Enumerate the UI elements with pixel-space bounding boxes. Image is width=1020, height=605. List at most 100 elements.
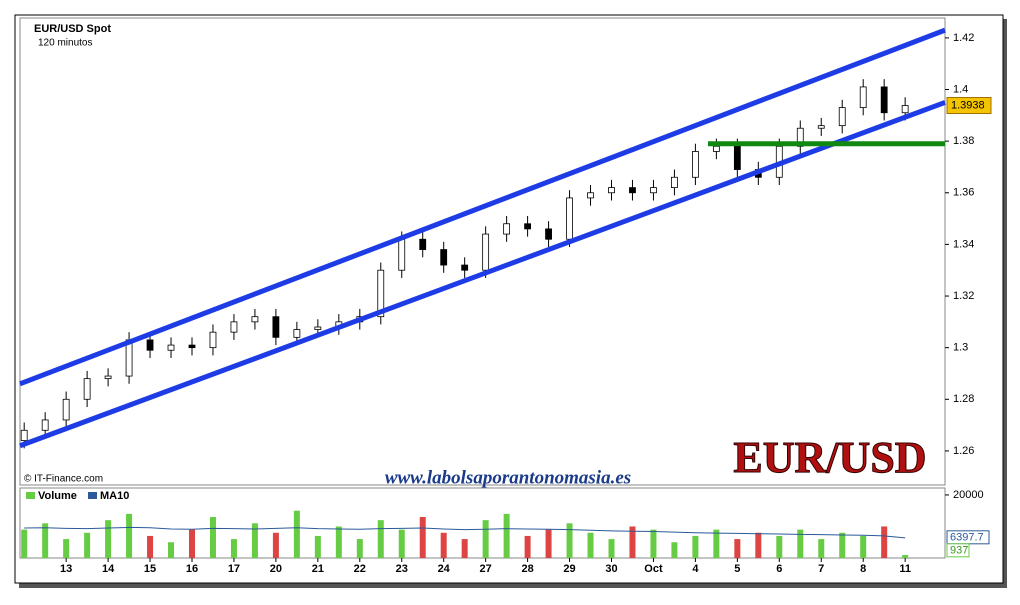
volume-bar — [524, 535, 531, 558]
price-panel — [19, 17, 946, 486]
volume-bar — [461, 539, 468, 558]
candle-body — [650, 187, 657, 194]
candle-body — [398, 238, 406, 271]
volume-bar — [797, 529, 804, 558]
volume-bar — [482, 520, 489, 558]
candle-body — [209, 331, 217, 349]
candle-body — [293, 329, 301, 338]
candle-body — [838, 107, 846, 127]
volume-bar — [126, 513, 133, 558]
x-tick-label: 17 — [228, 563, 240, 575]
x-tick-label: 22 — [354, 563, 366, 575]
legend-label: MA10 — [100, 490, 129, 502]
candle-body — [608, 187, 615, 194]
x-tick-label: 8 — [860, 563, 866, 575]
volume-bar — [84, 532, 91, 558]
legend-swatch — [88, 492, 97, 499]
y-tick-label: 1.4 — [953, 83, 968, 95]
x-tick-label: 14 — [102, 563, 115, 575]
volume-bar — [608, 539, 615, 558]
volume-bar — [230, 539, 237, 558]
y-tick-label: 1.32 — [953, 290, 974, 302]
y-tick-label: 20000 — [953, 489, 984, 501]
candle-body — [691, 151, 699, 178]
candle-body — [419, 238, 427, 250]
volume-bar — [377, 520, 384, 558]
volume-bar — [188, 529, 195, 558]
candle-body — [524, 223, 531, 230]
frame — [14, 14, 1004, 584]
volume-panel — [19, 487, 946, 559]
x-tick-label: Oct — [644, 563, 663, 575]
y-tick-label: 1.36 — [953, 187, 974, 199]
website: www.labolsaporantonomasia.es — [385, 467, 631, 488]
candle-body — [461, 264, 469, 271]
x-tick-label: 4 — [692, 563, 699, 575]
volume-bar — [272, 532, 279, 558]
candle-body — [796, 127, 804, 147]
y-tick-label: 1.28 — [953, 393, 974, 405]
watermark: EUR/USD — [733, 433, 926, 482]
candle-body — [733, 145, 741, 170]
candle-body — [671, 176, 678, 189]
volume-bar — [692, 535, 699, 558]
volume-bar — [713, 529, 720, 558]
volume-bar — [251, 523, 258, 558]
candle-body — [104, 375, 112, 380]
candle-body — [566, 197, 573, 240]
x-tick-label: 30 — [605, 563, 617, 575]
candle-body — [146, 339, 154, 351]
volume-bar — [503, 513, 510, 558]
candle-body — [712, 145, 720, 152]
candle-body — [587, 192, 594, 199]
x-tick-label: 29 — [563, 563, 575, 575]
y-tick-label: 1.26 — [953, 445, 974, 457]
y-tick-label: 1.42 — [953, 32, 974, 44]
candle-body — [167, 344, 175, 351]
source: © IT-Finance.com — [24, 474, 103, 485]
candle-body — [503, 223, 511, 235]
volume-bar — [755, 532, 762, 558]
volume-bar — [818, 539, 825, 558]
volume-bar — [335, 526, 342, 558]
trend-line — [19, 100, 946, 449]
x-tick-label: 6 — [776, 563, 782, 575]
candle-body — [230, 321, 238, 333]
last-volume-box — [946, 543, 970, 558]
candle-body — [817, 125, 825, 129]
volume-bar — [734, 539, 741, 558]
x-tick-label: 23 — [396, 563, 408, 575]
legend-swatch — [26, 492, 35, 499]
volume-bar — [105, 520, 112, 558]
last-price-box — [946, 97, 992, 115]
x-tick-label: 7 — [818, 563, 824, 575]
last-ma: 6397.7 — [950, 532, 984, 544]
ma-line — [24, 526, 906, 539]
volume-bar — [419, 517, 426, 558]
chart-title: EUR/USD Spot — [34, 23, 111, 35]
volume-bar — [545, 529, 552, 558]
last-volume: 937 — [950, 545, 968, 557]
volume-bar — [776, 535, 783, 558]
x-tick-label: 15 — [144, 563, 156, 575]
y-tick-label: 1.38 — [953, 135, 974, 147]
volume-bar — [587, 532, 594, 558]
volume-bar — [42, 523, 49, 558]
volume-bar — [398, 529, 405, 558]
volume-bar — [293, 510, 300, 558]
last-price: 1.3938 — [951, 99, 985, 111]
volume-bar — [650, 529, 657, 558]
volume-bar — [440, 532, 447, 558]
volume-bar — [147, 535, 154, 558]
volume-bar — [209, 517, 216, 558]
candle-body — [41, 419, 49, 431]
volume-bar — [881, 526, 888, 558]
volume-bar — [566, 523, 573, 558]
x-tick-label: 16 — [186, 563, 198, 575]
candle-body — [901, 105, 909, 114]
volume-bar — [21, 529, 28, 558]
chart-subtitle: 120 minutos — [38, 38, 92, 49]
volume-bar — [63, 539, 70, 558]
x-tick-label: 21 — [312, 563, 324, 575]
